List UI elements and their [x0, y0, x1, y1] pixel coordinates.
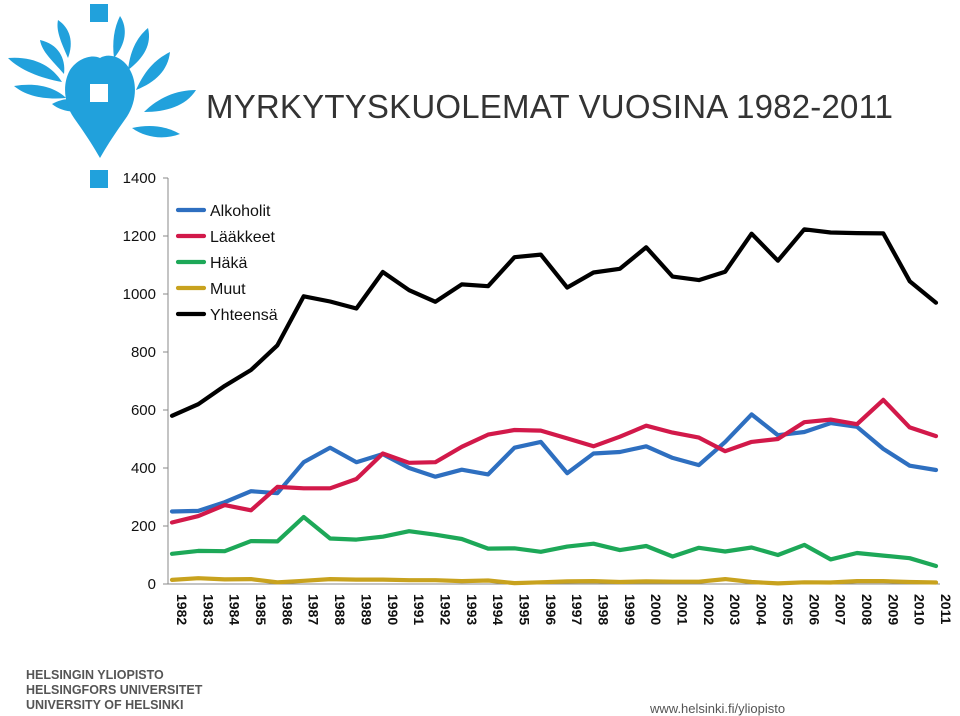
university-name-sv: HELSINGFORS UNIVERSITET [26, 683, 203, 697]
x-tick-label: 2006 [806, 594, 822, 625]
x-tick-label: 2003 [727, 594, 743, 625]
x-tick-label: 2005 [780, 594, 796, 625]
x-tick-label: 1997 [569, 594, 585, 625]
series-line-lääkkeet [169, 397, 939, 525]
x-tick-label: 1993 [464, 594, 480, 625]
x-tick-label: 2000 [648, 594, 664, 625]
legend-label: Alkoholit [210, 203, 271, 220]
x-tick-label: 1992 [437, 594, 453, 625]
logo-flame-shape [8, 4, 196, 188]
x-tick-label: 1991 [411, 594, 427, 625]
x-tick-label: 1996 [543, 594, 559, 625]
legend-label: Lääkkeet [210, 229, 275, 246]
x-tick-label: 1985 [253, 594, 269, 625]
series-line-yhteensä [169, 227, 939, 418]
series-line-häkä [169, 514, 939, 569]
website-url: www.helsinki.fi/yliopisto [650, 701, 786, 716]
x-tick-label: 1994 [490, 594, 506, 625]
x-tick-label: 2004 [754, 594, 770, 625]
x-tick-label: 1999 [622, 594, 638, 625]
x-tick-label: 2008 [859, 594, 875, 625]
y-tick-label: 800 [131, 344, 156, 361]
x-tick-label: 1990 [385, 594, 401, 625]
y-tick-label: 400 [131, 460, 156, 477]
logo-inner-square [90, 84, 108, 102]
legend-label: Häkä [210, 255, 247, 272]
x-tick-label: 2007 [833, 594, 849, 625]
x-tick-label: 1988 [332, 594, 348, 625]
x-tick-label: 2001 [675, 594, 691, 625]
series-line-alkoholit [169, 412, 939, 514]
x-tick-label: 1995 [516, 594, 532, 625]
y-tick-label: 1000 [123, 286, 156, 303]
x-tick-label: 1998 [596, 594, 612, 625]
x-tick-label: 1982 [174, 594, 190, 625]
y-tick-label: 200 [131, 518, 156, 535]
x-tick-label: 1984 [227, 594, 243, 625]
series-line-muut [169, 576, 939, 586]
x-tick-label: 2002 [701, 594, 717, 625]
y-tick-label: 1200 [123, 228, 156, 245]
x-tick-label: 2010 [912, 594, 928, 625]
x-tick-label: 1986 [279, 594, 295, 625]
x-tick-label: 2009 [885, 594, 901, 625]
y-tick-label: 0 [148, 576, 156, 593]
university-name-fi: HELSINGIN YLIOPISTO [26, 668, 164, 682]
university-name-en: UNIVERSITY OF HELSINKI [26, 698, 184, 712]
legend-label: Yhteensä [210, 307, 278, 324]
x-tick-label: 1983 [200, 594, 216, 625]
y-tick-label: 600 [131, 402, 156, 419]
x-tick-label: 1989 [358, 594, 374, 625]
university-logo [8, 4, 196, 188]
university-name: HELSINGIN YLIOPISTO HELSINGFORS UNIVERSI… [26, 668, 202, 713]
x-tick-label: 1987 [306, 594, 322, 625]
legend-label: Muut [210, 281, 246, 298]
x-tick-label: 2011 [938, 594, 954, 625]
y-tick-label: 1400 [123, 170, 156, 187]
page-title: MYRKYTYSKUOLEMAT VUOSINA 1982-2011 [206, 88, 894, 125]
